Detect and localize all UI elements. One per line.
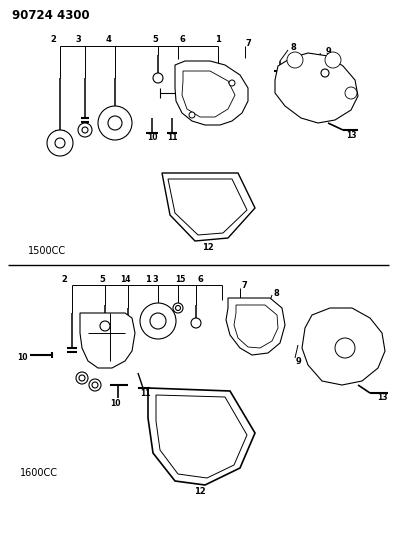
Circle shape (321, 69, 329, 77)
Text: 5: 5 (99, 274, 105, 284)
Text: 9: 9 (295, 357, 301, 366)
Text: 12: 12 (202, 243, 214, 252)
Text: 90724 4300: 90724 4300 (12, 9, 90, 22)
Polygon shape (302, 308, 385, 385)
Polygon shape (148, 388, 255, 485)
Text: 9: 9 (325, 46, 331, 55)
Circle shape (191, 318, 201, 328)
Circle shape (89, 379, 101, 391)
Circle shape (100, 321, 110, 331)
Text: 13: 13 (346, 131, 356, 140)
Text: 10: 10 (17, 353, 27, 362)
Circle shape (79, 375, 85, 381)
Polygon shape (234, 305, 278, 348)
Text: 6: 6 (179, 36, 185, 44)
Circle shape (47, 130, 73, 156)
Circle shape (55, 138, 65, 148)
Text: 8: 8 (290, 44, 296, 52)
Text: 1600CC: 1600CC (20, 468, 58, 478)
Circle shape (189, 112, 195, 118)
Circle shape (345, 87, 357, 99)
Text: 2: 2 (50, 36, 56, 44)
Text: 6: 6 (197, 274, 203, 284)
Polygon shape (162, 173, 255, 241)
Polygon shape (175, 61, 248, 125)
Circle shape (175, 305, 181, 311)
Circle shape (140, 303, 176, 339)
Text: 10: 10 (147, 133, 157, 141)
Text: 11: 11 (167, 133, 177, 141)
Circle shape (78, 123, 92, 137)
Polygon shape (182, 71, 235, 117)
Text: 14: 14 (120, 274, 130, 284)
Circle shape (229, 80, 235, 86)
Text: 11: 11 (140, 389, 150, 398)
Text: 8: 8 (273, 288, 279, 297)
Text: 4: 4 (105, 36, 111, 44)
Circle shape (173, 303, 183, 313)
Circle shape (150, 313, 166, 329)
Polygon shape (80, 313, 135, 368)
Polygon shape (226, 298, 285, 355)
Circle shape (82, 127, 88, 133)
Text: 15: 15 (175, 274, 185, 284)
Text: 12: 12 (194, 487, 206, 496)
Text: 10: 10 (110, 399, 120, 408)
Polygon shape (275, 53, 358, 123)
Text: 1500CC: 1500CC (28, 246, 66, 256)
Circle shape (335, 338, 355, 358)
Circle shape (287, 52, 303, 68)
Circle shape (153, 73, 163, 83)
Text: 7: 7 (241, 281, 247, 290)
Circle shape (98, 106, 132, 140)
Text: 3: 3 (75, 36, 81, 44)
Text: 13: 13 (377, 393, 387, 402)
Polygon shape (156, 395, 247, 478)
Text: 5: 5 (152, 36, 158, 44)
Circle shape (92, 382, 98, 388)
Text: 3: 3 (152, 274, 158, 284)
Text: 2: 2 (61, 274, 67, 284)
Text: 1: 1 (215, 36, 221, 44)
Circle shape (325, 52, 341, 68)
Circle shape (108, 116, 122, 130)
Text: 7: 7 (245, 38, 251, 47)
Text: 1: 1 (145, 274, 151, 284)
Circle shape (76, 372, 88, 384)
Polygon shape (168, 179, 247, 235)
